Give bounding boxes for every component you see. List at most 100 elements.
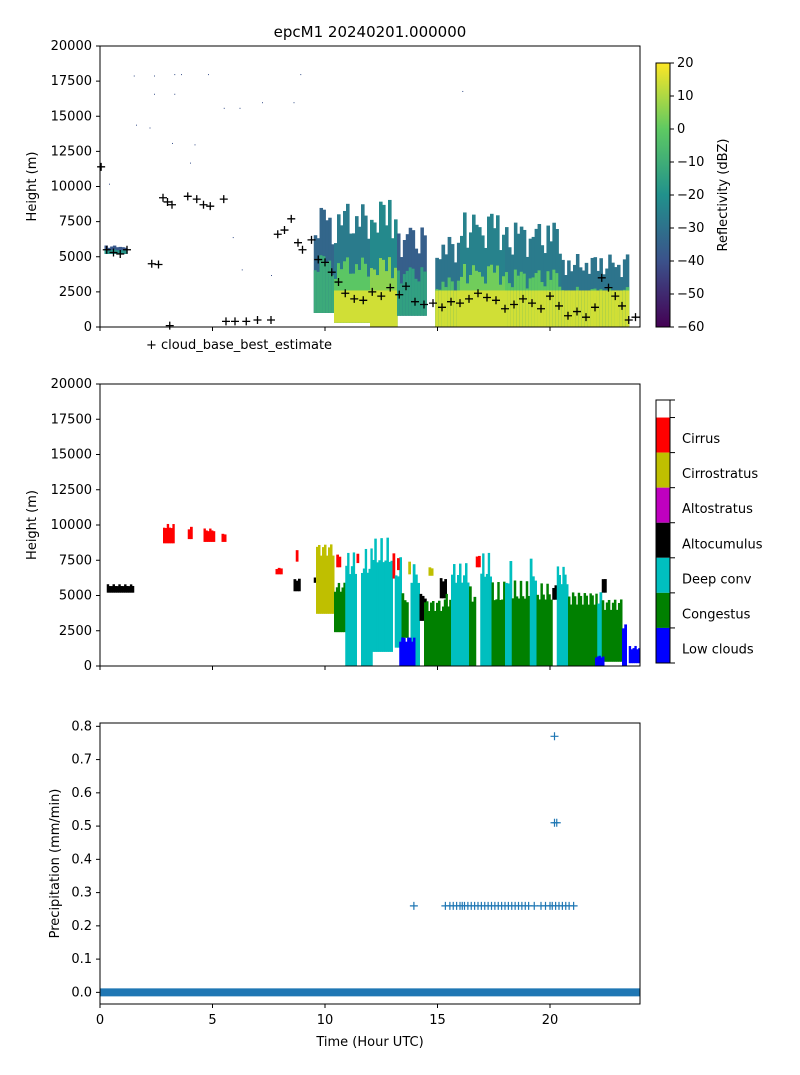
cloud-type-cell	[599, 592, 603, 666]
cloud-type-cell	[595, 657, 598, 666]
cloud-type-cell	[388, 561, 391, 652]
echo-speck	[232, 237, 234, 239]
cloud-type-cell	[573, 596, 577, 666]
cloud-type-cell	[575, 604, 579, 666]
cloud-base-marker	[154, 260, 163, 269]
y-axis-label: Precipitation (mm/min)	[48, 789, 63, 939]
echo-speck	[133, 75, 135, 77]
cloud-type-cell	[609, 609, 613, 662]
cloud-type-cell	[392, 553, 396, 579]
cloud-base-marker	[298, 245, 307, 254]
echo-low-core	[472, 290, 476, 327]
echo-core	[420, 267, 424, 316]
cloud-base-marker	[597, 273, 606, 282]
cloud-type-cell	[324, 544, 327, 614]
cloud-type-cell	[397, 558, 400, 571]
cloud-type-cell	[428, 567, 432, 576]
echo-low-core	[394, 290, 398, 327]
cloud-type-cell	[434, 610, 437, 666]
echo-core	[322, 256, 326, 313]
cloud-type-cell	[622, 628, 625, 666]
cloud-type-cell	[461, 582, 464, 666]
cloud-type-cell	[322, 547, 325, 614]
cloud-type-cell	[624, 624, 627, 666]
cloud-type-cell	[343, 582, 346, 633]
cloud-type-cell	[275, 569, 279, 575]
cloud-type-cell	[163, 527, 166, 544]
cloud-type-cell	[484, 576, 487, 666]
cloud-type-cell	[473, 596, 477, 666]
echo-speck	[239, 107, 241, 109]
y-tick-label: 0.8	[71, 719, 92, 734]
cloud-type-cell	[602, 656, 605, 666]
category-label: Congestus	[682, 607, 751, 622]
echo-low-core	[349, 290, 353, 323]
axes-frame	[99, 722, 641, 1005]
colorbar-tick-label: −40	[677, 254, 704, 269]
cloud-base-marker	[368, 287, 377, 296]
cloud-type-cell	[293, 579, 297, 592]
echo-core	[325, 261, 329, 313]
cloud-type-cell	[295, 550, 299, 562]
cloud-type-cell	[318, 544, 321, 614]
echo-low-core	[516, 290, 521, 327]
cloud-type-cell	[638, 648, 641, 664]
echo-low-core	[617, 290, 621, 327]
echo-low-core	[581, 290, 586, 327]
cloud-type-cell	[126, 585, 129, 593]
cloud-type-cell	[172, 524, 175, 544]
echo-low-core	[343, 290, 347, 323]
echo-low-core	[584, 290, 589, 327]
category-swatch	[656, 487, 670, 523]
cloud-base-marker	[321, 258, 329, 267]
cloud-base-marker	[199, 200, 208, 209]
echo-speck	[172, 142, 173, 144]
echo-core	[346, 257, 350, 323]
echo-low-core	[475, 290, 479, 327]
cloud-type-cell	[347, 552, 350, 666]
echo-low-core	[355, 290, 359, 323]
cloud-type-cell	[366, 572, 369, 666]
category-colorbar-cap	[656, 400, 670, 418]
cloud-type-cell	[338, 556, 342, 568]
cloud-type-cell	[636, 649, 639, 664]
cloud-type-cell	[613, 599, 617, 662]
cloud-type-cell	[426, 601, 429, 666]
cloud-base-marker	[555, 301, 563, 310]
echo-low-core	[484, 290, 488, 327]
cloud-type-cell	[211, 530, 214, 542]
category-label: Low clouds	[682, 642, 754, 657]
cloud-base-marker	[447, 297, 455, 306]
cloud-base-marker	[386, 283, 395, 292]
precip-marker	[569, 901, 578, 910]
precip-marker	[409, 901, 418, 910]
echo-low-core	[456, 290, 461, 327]
cloud-base-marker	[341, 289, 350, 298]
y-tick-label: 2500	[59, 285, 92, 300]
cloud-type-cell	[443, 599, 447, 666]
echo-core	[408, 267, 413, 316]
category-swatch	[656, 592, 670, 628]
echo-speck	[154, 75, 155, 77]
cloud-base-marker	[604, 283, 613, 292]
cloud-type-cell	[523, 598, 527, 666]
category-colorbar-frame	[655, 399, 671, 664]
cloud-type-cell	[350, 566, 354, 666]
echo-low-core	[561, 290, 565, 327]
echo-low-core	[567, 290, 571, 327]
echo-low-core	[558, 290, 562, 327]
cloud-type-cell	[540, 583, 543, 666]
echo-low-core	[519, 290, 524, 327]
cloud-type-cell	[361, 572, 364, 666]
cloud-type-cell	[562, 566, 565, 666]
y-tick-label: 10000	[51, 180, 92, 195]
cloud-type-cell	[471, 601, 474, 666]
echo-low-core	[596, 290, 601, 327]
cloud-type-cell	[463, 575, 466, 666]
cloud-type-cell	[489, 576, 492, 666]
cloud-type-cell	[419, 593, 423, 621]
cloud-type-cell	[112, 584, 115, 593]
cloud-type-cell	[209, 528, 212, 542]
y-axis-label: Height (m)	[25, 152, 40, 222]
y-tick-label: 7500	[59, 553, 92, 568]
